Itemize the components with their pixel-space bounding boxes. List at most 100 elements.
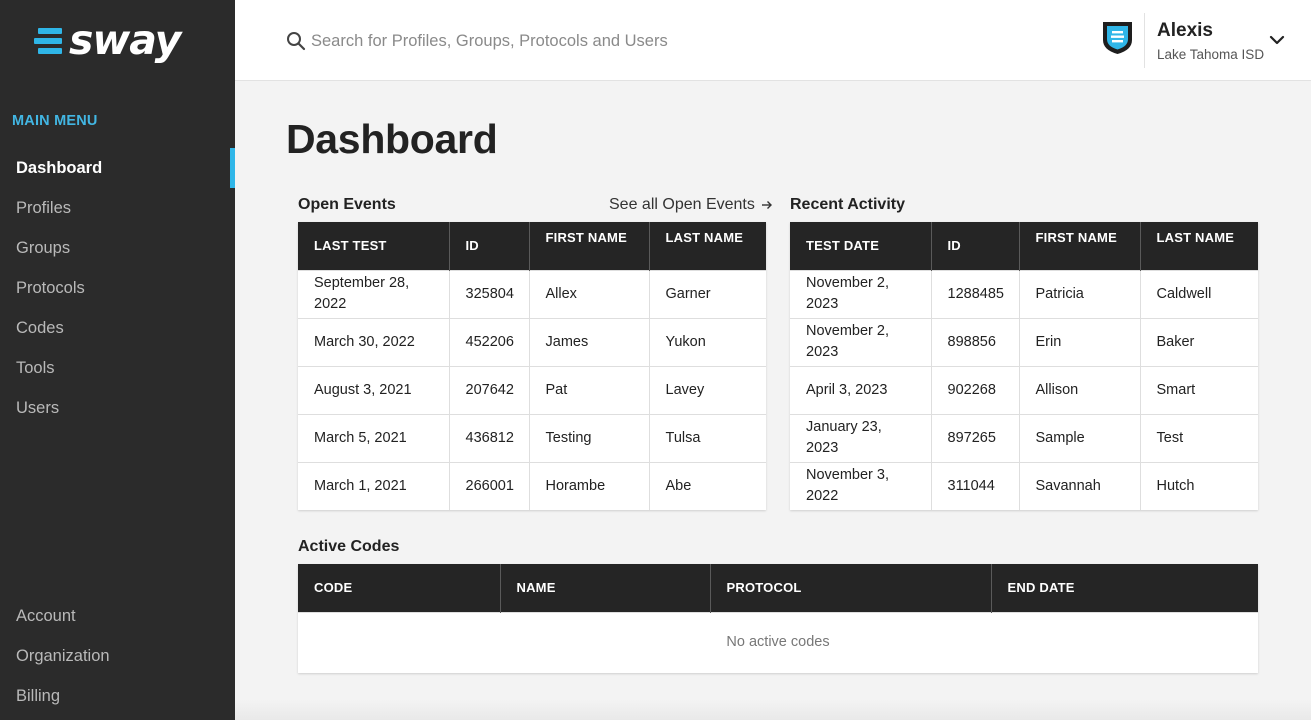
column-header[interactable]: CODE <box>298 564 500 612</box>
table-cell: November 2, 2023 <box>790 317 931 366</box>
table-cell: Tulsa <box>648 413 766 462</box>
table-cell: Allex <box>528 269 649 318</box>
see-all-label: See all Open Events <box>609 196 755 213</box>
table-cell: November 3, 2022 <box>790 461 931 510</box>
column-header[interactable]: FIRST NAME <box>528 222 649 270</box>
table-cell: Test <box>1139 413 1258 462</box>
column-header[interactable]: PROTOCOL <box>709 564 991 612</box>
sidebar-item-groups[interactable]: Groups <box>0 228 235 268</box>
sidebar-item-label: Profiles <box>16 198 72 217</box>
table-cell: Abe <box>648 461 766 510</box>
sidebar-item-label: Codes <box>16 318 64 337</box>
table-cell: Erin <box>1018 317 1140 366</box>
table-cell: Savannah <box>1018 461 1140 510</box>
top-header: Alexis Lake Tahoma ISD <box>235 0 1311 81</box>
table-header-row: LAST TEST ID FIRST NAME LAST NAME <box>298 222 766 270</box>
sidebar-item-tools[interactable]: Tools <box>0 348 235 388</box>
column-header[interactable]: FIRST NAME <box>1018 222 1140 270</box>
table-cell: Testing <box>528 413 649 462</box>
table-row[interactable]: April 3, 2023 902268 Allison Smart <box>790 365 1258 414</box>
sidebar-item-label: Account <box>16 606 76 625</box>
table-cell: Baker <box>1139 317 1258 366</box>
table-cell: 266001 <box>448 461 529 510</box>
sidebar-item-account[interactable]: Account <box>0 596 235 636</box>
table-row[interactable]: January 23, 2023 897265 Sample Test <box>790 413 1258 462</box>
page-bottom-shade <box>235 700 1311 720</box>
table-cell: 1288485 <box>930 269 1019 318</box>
logo-wordmark: sway <box>69 15 181 64</box>
column-header[interactable]: ID <box>448 222 529 270</box>
recent-activity-title: Recent Activity <box>790 196 905 213</box>
table-cell: 325804 <box>448 269 529 318</box>
search-input[interactable] <box>311 27 831 55</box>
arrow-right-icon <box>761 201 772 209</box>
table-header-row: TEST DATE ID FIRST NAME LAST NAME <box>790 222 1258 270</box>
empty-state-row: No active codes <box>298 611 1258 673</box>
table-cell: March 30, 2022 <box>298 317 449 366</box>
table-row[interactable]: November 2, 2023 898856 Erin Baker <box>790 317 1258 366</box>
table-cell: Pat <box>528 365 649 414</box>
table-cell: September 28, 2022 <box>298 269 449 318</box>
table-row[interactable]: March 30, 2022 452206 James Yukon <box>298 317 766 366</box>
table-cell: Yukon <box>648 317 766 366</box>
table-cell: Patricia <box>1018 269 1140 318</box>
sidebar-item-protocols[interactable]: Protocols <box>0 268 235 308</box>
chevron-down-icon[interactable] <box>1269 32 1285 48</box>
sidebar: sway MAIN MENU Dashboard Profiles Groups… <box>0 0 235 720</box>
table-row[interactable]: August 3, 2021 207642 Pat Lavey <box>298 365 766 414</box>
sidebar-item-label: Organization <box>16 646 110 665</box>
table-cell: August 3, 2021 <box>298 365 449 414</box>
table-cell: Garner <box>648 269 766 318</box>
table-cell: Hutch <box>1139 461 1258 510</box>
table-cell: Smart <box>1139 365 1258 414</box>
column-header[interactable]: NAME <box>499 564 710 612</box>
open-events-table: LAST TEST ID FIRST NAME LAST NAME Septem… <box>298 222 766 510</box>
table-cell: Horambe <box>528 461 649 510</box>
empty-state-message: No active codes <box>298 611 1258 673</box>
sidebar-item-label: Billing <box>16 686 61 705</box>
shield-icon <box>1103 22 1132 54</box>
column-header[interactable]: LAST TEST <box>298 222 449 270</box>
column-header[interactable]: TEST DATE <box>790 222 931 270</box>
table-cell: March 5, 2021 <box>298 413 449 462</box>
table-row[interactable]: November 2, 2023 1288485 Patricia Caldwe… <box>790 269 1258 318</box>
table-cell: 897265 <box>930 413 1019 462</box>
column-header[interactable]: END DATE <box>990 564 1258 612</box>
sidebar-item-users[interactable]: Users <box>0 388 235 428</box>
sidebar-item-label: Tools <box>16 358 55 377</box>
sidebar-item-label: Protocols <box>16 278 85 297</box>
column-header[interactable]: ID <box>930 222 1019 270</box>
sway-logo[interactable]: sway <box>34 16 199 64</box>
table-cell: 452206 <box>448 317 529 366</box>
table-cell: 436812 <box>448 413 529 462</box>
table-cell: Caldwell <box>1139 269 1258 318</box>
open-events-title: Open Events <box>298 196 396 213</box>
column-header[interactable]: LAST NAME <box>648 222 766 270</box>
user-name: Alexis <box>1157 20 1213 41</box>
see-all-open-events-link[interactable]: See all Open Events <box>609 196 773 214</box>
table-row[interactable]: March 1, 2021 266001 Horambe Abe <box>298 461 766 510</box>
active-codes-table: CODE NAME PROTOCOL END DATE No active co… <box>298 564 1258 673</box>
sidebar-item-dashboard[interactable]: Dashboard <box>0 148 235 188</box>
table-cell: 207642 <box>448 365 529 414</box>
search-icon[interactable] <box>286 31 306 51</box>
sidebar-item-codes[interactable]: Codes <box>0 308 235 348</box>
user-organization: Lake Tahoma ISD <box>1157 47 1265 62</box>
page-title: Dashboard <box>286 116 498 162</box>
sidebar-item-profiles[interactable]: Profiles <box>0 188 235 228</box>
table-cell: Sample <box>1018 413 1140 462</box>
table-row[interactable]: November 3, 2022 311044 Savannah Hutch <box>790 461 1258 510</box>
active-codes-title: Active Codes <box>298 538 400 555</box>
header-divider <box>1144 13 1145 68</box>
sidebar-item-billing[interactable]: Billing <box>0 676 235 716</box>
recent-activity-table: TEST DATE ID FIRST NAME LAST NAME Novemb… <box>790 222 1258 510</box>
table-row[interactable]: March 5, 2021 436812 Testing Tulsa <box>298 413 766 462</box>
table-cell: April 3, 2023 <box>790 365 931 414</box>
logo-bars-icon <box>34 26 64 56</box>
column-header[interactable]: LAST NAME <box>1139 222 1258 270</box>
table-row[interactable]: September 28, 2022 325804 Allex Garner <box>298 269 766 318</box>
table-cell: Lavey <box>648 365 766 414</box>
table-cell: November 2, 2023 <box>790 269 931 318</box>
sidebar-item-organization[interactable]: Organization <box>0 636 235 676</box>
sidebar-item-label: Dashboard <box>16 158 103 177</box>
